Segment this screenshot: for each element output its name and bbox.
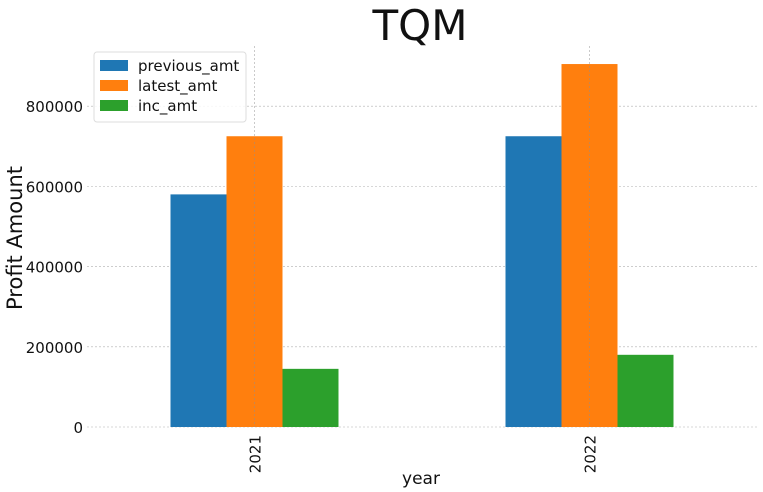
legend-label-previous_amt: previous_amt (138, 57, 239, 76)
bar-previous_amt-2022 (505, 136, 562, 427)
vertical-grid (254, 46, 590, 427)
y-tick-label: 0 (73, 419, 83, 437)
chart-title: TQM (372, 1, 468, 50)
legend-swatch-latest_amt (100, 80, 128, 91)
legend-swatch-inc_amt (100, 100, 128, 111)
legend-box (93, 51, 247, 123)
y-ticks: 0 200000 400000 600000 800000 (26, 98, 83, 437)
y-tick-label: 800000 (26, 98, 83, 116)
bar-inc_amt-2021 (282, 368, 339, 427)
legend-swatch-previous_amt (100, 60, 128, 71)
y-axis-label: Profit Amount (3, 166, 27, 310)
legend-label-latest_amt: latest_amt (138, 77, 217, 96)
x-axis-label: year (402, 469, 440, 489)
x-tick-label: 2022 (582, 435, 600, 473)
legend-label-inc_amt: inc_amt (138, 97, 197, 116)
bar-inc_amt-2022 (617, 354, 674, 427)
y-tick-label: 200000 (26, 339, 83, 357)
y-tick-label: 600000 (26, 178, 83, 196)
y-tick-label: 400000 (26, 259, 83, 277)
bar-previous_amt-2021 (170, 194, 227, 427)
x-ticks: 2021 2022 (247, 435, 600, 473)
x-tick-label: 2021 (247, 435, 265, 473)
